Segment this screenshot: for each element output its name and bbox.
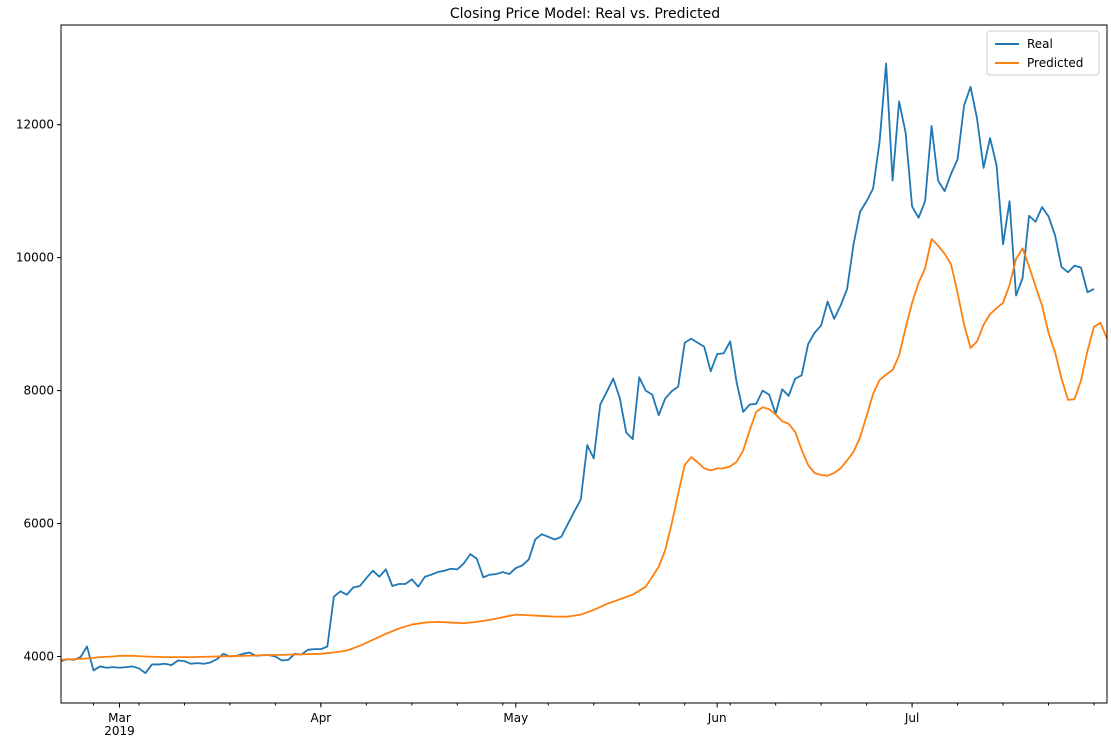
x-tick-label-apr: Apr: [310, 711, 331, 725]
y-tick-label-12000: 12000: [16, 118, 54, 132]
legend-label-predicted: Predicted: [1027, 56, 1083, 70]
y-tick-label-10000: 10000: [16, 251, 54, 265]
y-tick-label-4000: 4000: [23, 649, 54, 663]
x-tick-label-may: May: [503, 711, 528, 725]
y-tick-label-8000: 8000: [23, 384, 54, 398]
plot-area: [60, 62, 1108, 674]
x-tick-label-jul: Jul: [904, 711, 919, 725]
series-line-predicted: [60, 238, 1108, 661]
x-tick-sublabel-year: 2019: [104, 724, 135, 738]
legend: Real Predicted: [986, 30, 1100, 76]
y-tick-label-6000: 6000: [23, 517, 54, 531]
plot-frame: [60, 24, 1108, 704]
x-tick-label-jun: Jun: [707, 711, 727, 725]
x-tick-label-mar: Mar: [108, 711, 131, 725]
series-line-real: [60, 62, 1095, 674]
chart-title: Closing Price Model: Real vs. Predicted: [450, 6, 720, 22]
legend-label-real: Real: [1027, 37, 1053, 51]
